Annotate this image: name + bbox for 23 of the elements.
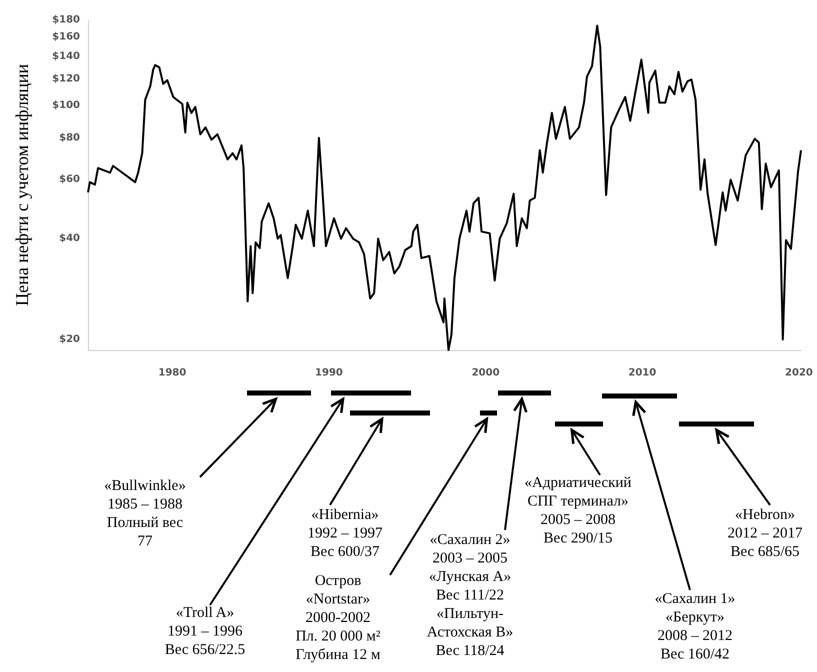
y-tick-label: $140 <box>52 51 80 62</box>
y-tick-label: $20 <box>59 334 80 345</box>
x-tick-label: 2020 <box>785 368 813 378</box>
text: «Сахалин 1» «Беркут» 2008 – 2012 Вес 160/42 <box>654 591 736 662</box>
x-tick-label: 2010 <box>628 368 656 378</box>
y-tick-label: $120 <box>52 73 80 84</box>
x-tick-label: 2000 <box>472 368 500 378</box>
text: «Hebron» 2012 – 2017 Вес 685/65 <box>728 507 803 560</box>
y-tick-label: $160 <box>52 32 80 43</box>
text: «Troll A» 1991 – 1996 Вес 656/22.5 <box>164 605 246 658</box>
text: «Адриатический СПГ терминал» 2005 – 2008 Вес 290/15 <box>524 475 632 546</box>
text: Остров «Nortstar» 2000-2002 Пл. 20 000 м² Глубина 12 м <box>296 573 381 663</box>
y-tick-label: $60 <box>59 174 80 186</box>
x-tick-label: 1990 <box>315 368 343 378</box>
text: «Hibernia» 1992 – 1997 Вес 600/37 <box>308 507 383 560</box>
y-axis-title: Цена нефти с учетом инфляции <box>12 64 32 306</box>
y-tick-label: $40 <box>59 233 80 244</box>
x-tick-label: 1980 <box>158 368 186 378</box>
text: «Сахалин 2» 2003 – 2005 «Лунская А» Вес 111/22 «Пильтун- Астохская В» Вес 118/24 <box>426 532 514 659</box>
y-tick-label: $180 <box>52 14 80 26</box>
y-tick-label: $100 <box>52 100 80 111</box>
y-tick-label: $80 <box>59 132 80 144</box>
text: «Bullwinkle» 1985 – 1988 Полный вес 77 <box>104 478 186 550</box>
